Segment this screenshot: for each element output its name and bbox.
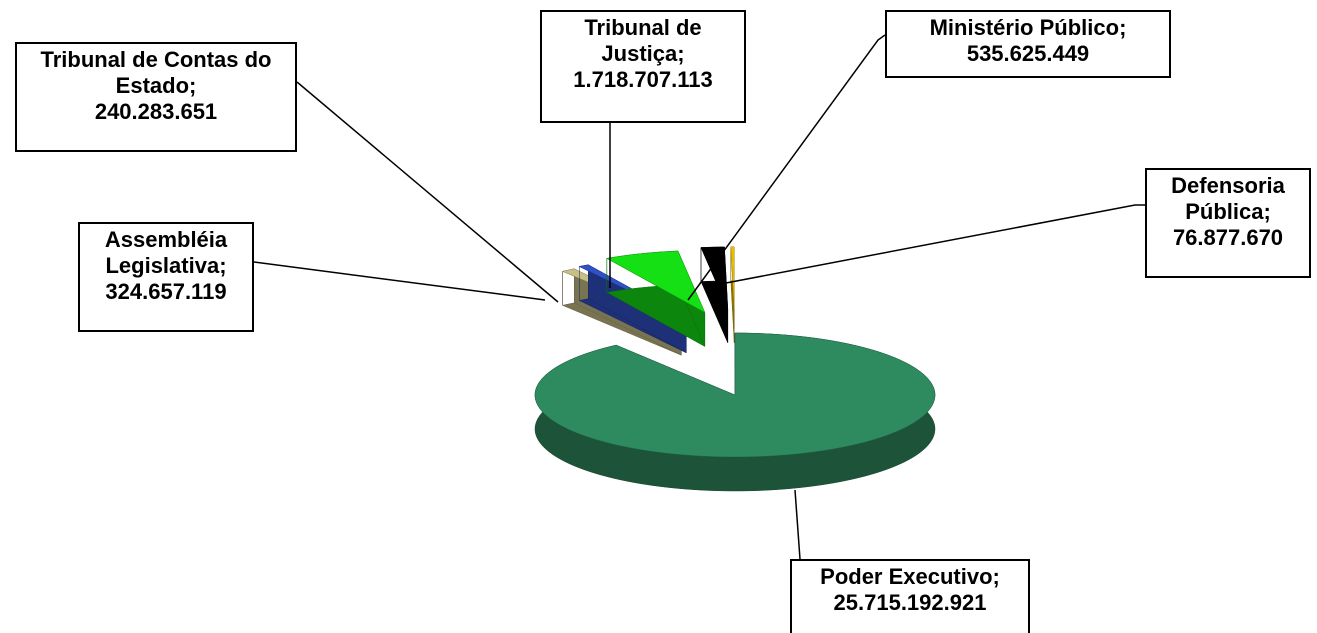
data-label: Assembléia Legislativa; 324.657.119 xyxy=(78,222,254,332)
pie-slice xyxy=(606,250,706,347)
category-name: Assembléia Legislativa xyxy=(104,227,228,278)
slice-top xyxy=(606,250,706,314)
separator: ; xyxy=(992,564,1000,589)
category-name: Tribunal de Contas do Estado xyxy=(40,47,272,98)
pie-slice xyxy=(730,246,735,343)
data-label: Defensoria Pública; 76.877.670 xyxy=(1145,168,1311,278)
category-name: Defensoria Pública xyxy=(1171,173,1285,224)
value-label: 1.718.707.113 xyxy=(573,67,713,92)
category-name: Ministério Público xyxy=(929,15,1120,40)
category-name: Poder Executivo xyxy=(820,564,993,589)
separator: ; xyxy=(1119,15,1127,40)
leader-line xyxy=(704,204,1145,288)
pie-slice xyxy=(534,332,936,492)
pie-slice xyxy=(700,246,729,344)
value-label: 25.715.192.921 xyxy=(833,590,987,615)
value-label: 535.625.449 xyxy=(966,41,1090,66)
separator: ; xyxy=(1263,199,1271,224)
slice-top xyxy=(700,246,729,310)
data-label: Tribunal de Contas do Estado; 240.283.651 xyxy=(15,42,297,152)
category-name: Tribunal de Justiça xyxy=(584,15,702,66)
slice-top xyxy=(534,332,936,458)
value-label: 76.877.670 xyxy=(1172,225,1284,250)
value-label: 240.283.651 xyxy=(94,99,218,124)
data-label: Poder Executivo; 25.715.192.921 xyxy=(790,559,1030,633)
separator: ; xyxy=(189,73,197,98)
data-label: Ministério Público; 535.625.449 xyxy=(885,10,1171,78)
leader-line xyxy=(253,261,546,301)
leader-line xyxy=(794,489,801,560)
value-label: 324.657.119 xyxy=(105,279,227,304)
separator: ; xyxy=(219,253,227,278)
leader-line xyxy=(687,34,886,301)
data-label: Tribunal de Justiça; 1.718.707.113 xyxy=(540,10,746,123)
slice-top xyxy=(730,246,735,309)
separator: ; xyxy=(677,41,685,66)
leader-line xyxy=(296,81,559,303)
